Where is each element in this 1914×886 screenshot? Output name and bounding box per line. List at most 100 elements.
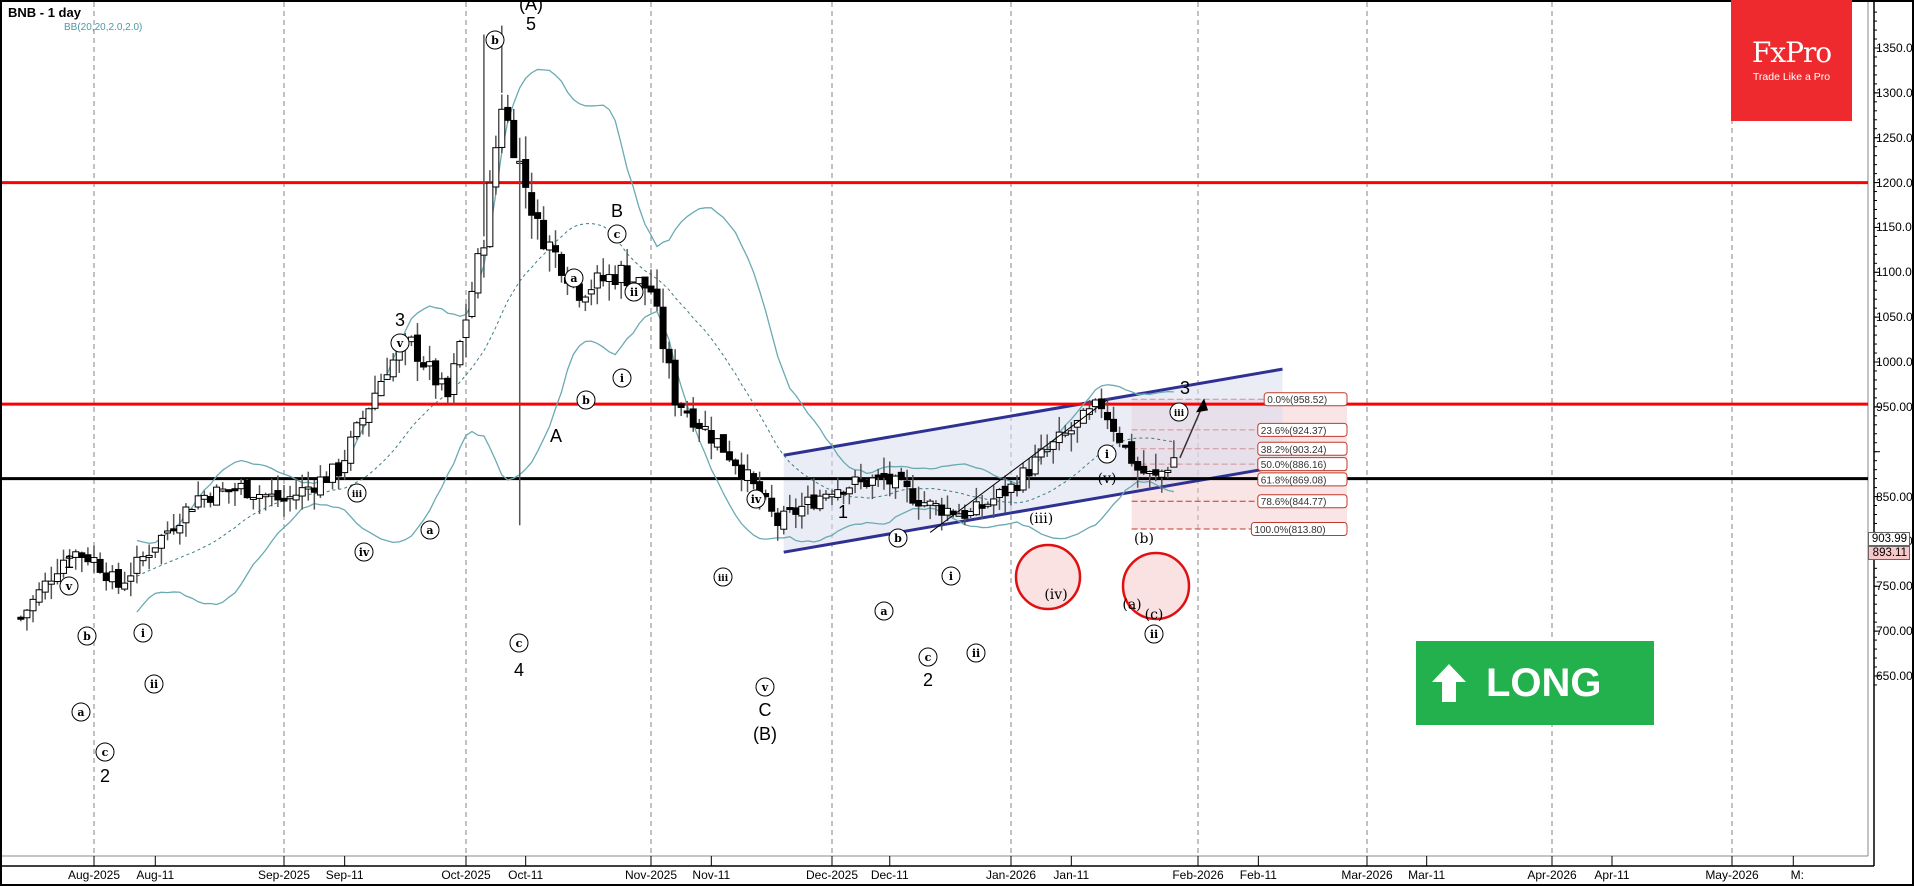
x-tick-label: Nov-2025 (624, 868, 678, 882)
logo-brand: FxPro (1751, 36, 1832, 69)
svg-text:c: c (516, 637, 523, 650)
svg-text:c: c (925, 651, 932, 664)
long-signal-badge: LONG (1416, 641, 1654, 725)
x-tick-label: Feb-2026 (1172, 868, 1224, 882)
svg-text:a: a (880, 605, 887, 618)
x-tick-label: M: (1790, 868, 1804, 882)
highlight-circles (1014, 543, 1191, 621)
svg-text:(c): (c) (1145, 607, 1164, 623)
svg-text:2: 2 (100, 766, 110, 786)
svg-text:23.6%(924.37): 23.6%(924.37) (1261, 426, 1327, 437)
svg-text:ii: ii (1150, 628, 1158, 641)
x-tick-label: Dec-2025 (805, 868, 859, 882)
svg-text:(A): (A) (519, 0, 543, 14)
x-tick-label: Sep-2025 (257, 868, 311, 882)
svg-text:ii: ii (150, 678, 158, 691)
x-tick-label: Oct-2025 (441, 868, 491, 882)
svg-text:b: b (491, 34, 499, 47)
current-price-tag: 893.11 (1868, 546, 1910, 560)
chart-title: BNB - 1 day (8, 5, 81, 20)
svg-text:b: b (83, 630, 91, 643)
x-tick-label: Oct-11 (508, 868, 544, 882)
svg-text:b: b (582, 394, 590, 407)
x-tick-label: Apr-2026 (1527, 868, 1577, 882)
x-tick-label: Mar-11 (1408, 868, 1446, 882)
svg-text:v: v (65, 580, 73, 593)
svg-text:(iv): (iv) (1044, 587, 1067, 603)
y-tick-label: 1150.00 (1876, 220, 1914, 235)
fxpro-logo: FxPro Trade Like a Pro (1731, 0, 1852, 121)
svg-text:(B): (B) (753, 724, 777, 744)
x-tick-label: Aug-11 (136, 868, 175, 882)
svg-text:50.0%(886.16): 50.0%(886.16) (1261, 460, 1327, 471)
vertical-gridlines (93, 2, 1733, 856)
svg-text:i: i (141, 627, 145, 640)
y-tick-label: 650.00 (1876, 668, 1913, 683)
svg-text:v: v (396, 337, 404, 350)
elliott-wave-labels: 1vbac2iiiiiiiv3vac4b5(A)abABciiiiviiivC(… (59, 0, 1190, 786)
svg-text:c: c (614, 228, 621, 241)
svg-text:(a): (a) (1122, 597, 1141, 613)
svg-text:1: 1 (64, 552, 74, 572)
svg-text:(iii): (iii) (1029, 511, 1053, 527)
svg-text:61.8%(869.08): 61.8%(869.08) (1261, 475, 1327, 486)
svg-text:v: v (761, 681, 769, 694)
svg-text:5: 5 (526, 14, 536, 34)
svg-text:B: B (611, 201, 623, 221)
svg-text:a: a (570, 272, 577, 285)
x-tick-label: Mar-2026 (1341, 868, 1393, 882)
indicator-label: BB(20,20,2.0,2.0) (64, 22, 143, 33)
x-tick-label: Apr-11 (1594, 868, 1630, 882)
horizontal-levels (2, 181, 1868, 481)
y-tick-label: 750.00 (1876, 579, 1913, 594)
svg-text:A: A (550, 426, 562, 446)
svg-text:(v): (v) (1098, 471, 1117, 487)
candlesticks (17, 25, 1209, 631)
x-tick-label: Jan-2026 (985, 868, 1037, 882)
svg-text:(b): (b) (1134, 531, 1154, 547)
x-tick-label: Feb-11 (1239, 868, 1277, 882)
x-axis-ticks (93, 856, 1794, 866)
logo-tagline: Trade Like a Pro (1752, 71, 1831, 83)
svg-text:iv: iv (751, 493, 762, 506)
svg-text:100.0%(813.80): 100.0%(813.80) (1254, 525, 1325, 536)
svg-text:C: C (759, 700, 772, 720)
svg-text:4: 4 (514, 660, 524, 680)
svg-text:b: b (894, 532, 902, 545)
y-tick-label: 1350.00 (1876, 41, 1914, 55)
y-tick-label: 1300.00 (1876, 85, 1914, 100)
svg-text:a: a (77, 706, 84, 719)
y-tick-label: 700.00 (1876, 624, 1913, 639)
svg-text:ii: ii (972, 647, 980, 660)
x-tick-label: Dec-11 (870, 868, 909, 882)
x-tick-label: Aug-2025 (67, 868, 121, 882)
svg-text:a: a (426, 524, 433, 537)
x-tick-label: Nov-11 (692, 868, 731, 882)
last-price-tag: 903.99 (1868, 532, 1910, 546)
y-tick-label: 950.00 (1876, 399, 1913, 414)
svg-text:38.2%(903.24): 38.2%(903.24) (1261, 445, 1327, 456)
y-tick-label: 1000.00 (1876, 354, 1914, 369)
y-tick-label: 1050.00 (1876, 310, 1914, 325)
y-tick-label: 1200.00 (1876, 175, 1914, 190)
svg-text:iv: iv (359, 546, 370, 559)
y-tick-label: 850.00 (1876, 489, 1913, 504)
svg-text:3: 3 (395, 310, 405, 330)
fibonacci-labels: 0.0%(958.52) 23.6%(924.37) 38.2%(903.24) 50… (1250, 392, 1348, 537)
svg-text:c: c (102, 746, 109, 759)
y-tick-label: 1250.00 (1876, 130, 1914, 145)
y-tick-label: 1100.00 (1876, 265, 1914, 280)
long-label: LONG (1486, 660, 1602, 705)
y-axis-ticks (1874, 11, 1880, 686)
svg-text:ii: ii (630, 286, 638, 299)
x-tick-label: Jan-11 (1053, 868, 1090, 882)
svg-text:2: 2 (923, 670, 933, 690)
svg-text:i: i (1105, 448, 1109, 461)
svg-text:i: i (620, 372, 624, 385)
bollinger-bands (136, 68, 1175, 613)
svg-text:iii: iii (1174, 409, 1185, 419)
arrow-up-icon (1432, 664, 1466, 702)
svg-text:i: i (949, 570, 953, 583)
